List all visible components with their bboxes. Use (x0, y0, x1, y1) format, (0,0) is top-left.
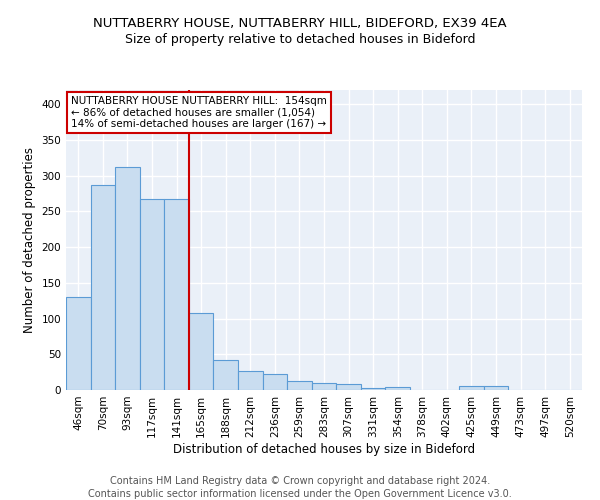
Bar (140, 198, 164, 390)
Bar (312, 383, 336, 390)
Bar (189, 313, 214, 390)
Bar (484, 386, 508, 390)
Text: Contains public sector information licensed under the Open Government Licence v3: Contains public sector information licen… (88, 489, 512, 499)
Bar (263, 374, 287, 390)
Bar (66, 297, 91, 390)
Bar (459, 386, 484, 390)
Bar (115, 167, 140, 390)
Bar (164, 198, 189, 390)
Bar (287, 380, 312, 390)
Text: Contains HM Land Registry data © Crown copyright and database right 2024.: Contains HM Land Registry data © Crown c… (110, 476, 490, 486)
Bar (91, 185, 115, 390)
Bar (238, 372, 263, 390)
Bar (214, 360, 238, 390)
Y-axis label: Number of detached properties: Number of detached properties (23, 147, 36, 333)
Text: Size of property relative to detached houses in Bideford: Size of property relative to detached ho… (125, 32, 475, 46)
Bar (361, 388, 385, 390)
Bar (385, 387, 410, 390)
Bar (336, 384, 361, 390)
X-axis label: Distribution of detached houses by size in Bideford: Distribution of detached houses by size … (173, 442, 475, 456)
Text: NUTTABERRY HOUSE, NUTTABERRY HILL, BIDEFORD, EX39 4EA: NUTTABERRY HOUSE, NUTTABERRY HILL, BIDEF… (93, 18, 507, 30)
Text: NUTTABERRY HOUSE NUTTABERRY HILL:  154sqm
← 86% of detached houses are smaller (: NUTTABERRY HOUSE NUTTABERRY HILL: 154sqm… (71, 96, 327, 129)
